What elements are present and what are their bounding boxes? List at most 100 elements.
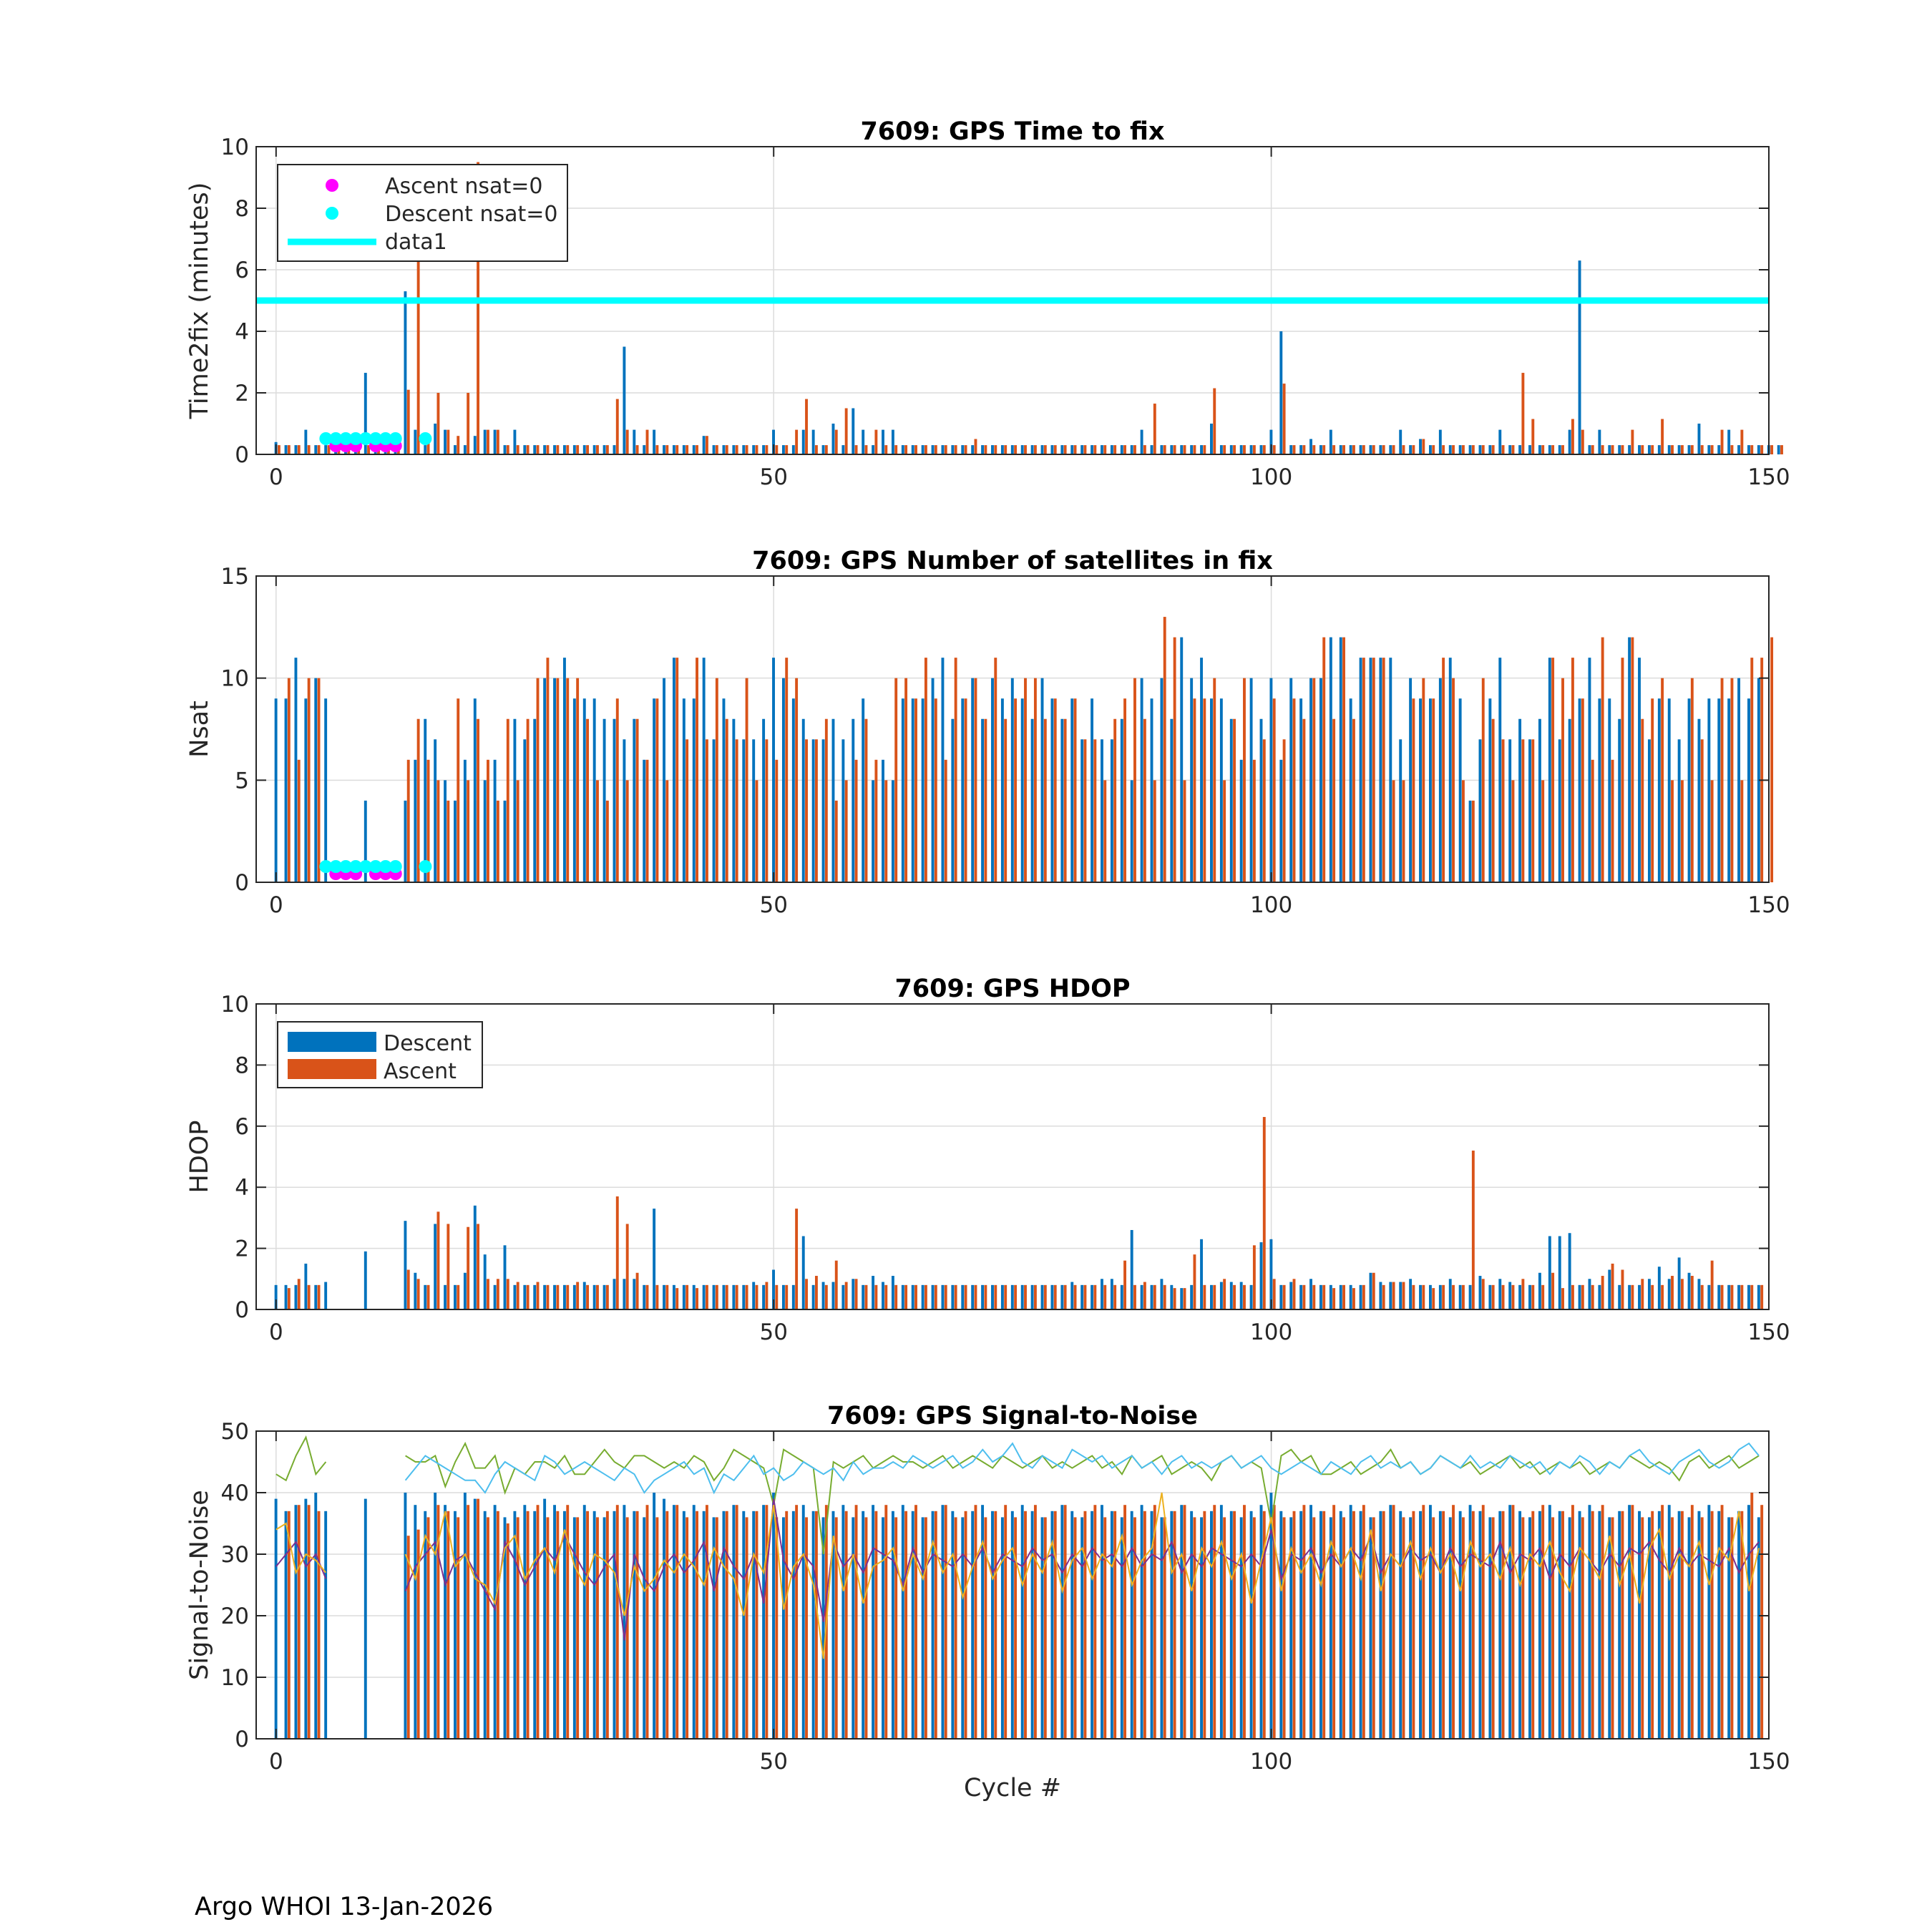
ascent-bar xyxy=(874,759,878,882)
ascent-bar xyxy=(984,445,987,454)
ascent-bar xyxy=(795,1505,799,1739)
ascent-bar xyxy=(1252,759,1256,882)
descent-bar xyxy=(1518,1284,1522,1309)
ascent-bar xyxy=(516,445,519,454)
ascent-bar xyxy=(1491,1517,1495,1739)
descent-bar xyxy=(1359,658,1362,882)
y-tick-label: 4 xyxy=(235,319,249,345)
descent-bar xyxy=(862,698,865,882)
ascent-bar xyxy=(834,1517,838,1739)
descent-bar xyxy=(294,658,298,882)
ascent-bar xyxy=(1043,445,1047,454)
legend-marker-ascent-nsat0 xyxy=(326,179,338,192)
descent-nsat0-marker xyxy=(339,432,353,445)
descent-bar xyxy=(572,1284,576,1309)
ascent-bar xyxy=(755,445,758,454)
descent-bar xyxy=(582,445,586,454)
descent-bar xyxy=(643,445,646,454)
descent-bar xyxy=(1548,445,1551,454)
ascent-bar xyxy=(675,658,679,882)
ascent-bar xyxy=(1491,718,1495,882)
ascent-bar xyxy=(1760,658,1764,882)
ascent-bar xyxy=(1641,718,1644,882)
descent-bar xyxy=(1747,445,1750,454)
descent-bar xyxy=(941,445,945,454)
descent-bar xyxy=(304,1498,308,1739)
descent-bar xyxy=(523,1284,527,1309)
ascent-bar xyxy=(844,780,848,882)
descent-bar xyxy=(1170,1511,1174,1739)
descent-nsat0-marker xyxy=(389,860,402,873)
ascent-bar xyxy=(1651,1284,1654,1309)
descent-bar xyxy=(1140,1505,1143,1739)
descent-bar xyxy=(454,1511,457,1739)
descent-nsat0-marker xyxy=(319,860,333,873)
descent-bar xyxy=(602,1284,606,1309)
y-tick-label: 50 xyxy=(221,1419,249,1445)
ascent-bar xyxy=(904,678,908,882)
ascent-bar xyxy=(1352,1511,1355,1739)
ascent-bar xyxy=(436,780,440,882)
ascent-bar xyxy=(576,1517,580,1739)
descent-bar xyxy=(1428,445,1432,454)
ascent-bar xyxy=(1123,698,1127,882)
ascent-bar xyxy=(944,1284,947,1309)
descent-bar xyxy=(284,698,288,882)
ascent-bar xyxy=(317,678,321,882)
descent-bar xyxy=(831,424,835,454)
ascent-bar xyxy=(1073,445,1077,454)
descent-bar xyxy=(1638,1511,1641,1739)
descent-bar xyxy=(1608,1269,1611,1309)
ascent-bar xyxy=(735,1505,738,1739)
ascent-bar xyxy=(1601,1276,1604,1309)
ascent-bar xyxy=(1611,1517,1614,1739)
ascent-bar xyxy=(944,445,947,454)
descent-bar xyxy=(1020,445,1024,454)
descent-bar xyxy=(1747,1284,1750,1309)
ascent-bar xyxy=(1730,1517,1734,1739)
descent-bar xyxy=(931,445,935,454)
ascent-bar xyxy=(416,1279,420,1309)
ascent-bar xyxy=(984,1284,987,1309)
descent-bar xyxy=(1299,445,1303,454)
descent-bar xyxy=(1697,424,1701,454)
descent-bar xyxy=(633,429,636,454)
descent-bar xyxy=(991,1284,994,1309)
ascent-bar xyxy=(1730,1284,1734,1309)
ascent-bar xyxy=(1511,445,1515,454)
ascent-bar xyxy=(1292,698,1296,882)
x-axis-label: Cycle # xyxy=(964,1774,1061,1802)
x-tick-label: 100 xyxy=(1250,464,1292,490)
ascent-bar xyxy=(1272,1505,1276,1739)
y-tick-label: 6 xyxy=(235,1114,249,1140)
descent-bar xyxy=(891,429,894,454)
ascent-bar xyxy=(1372,1517,1375,1739)
descent-bar xyxy=(1219,445,1223,454)
descent-bar xyxy=(1538,445,1541,454)
ascent-bar xyxy=(1452,1505,1455,1739)
ascent-bar xyxy=(1561,678,1564,882)
ascent-bar xyxy=(1382,1284,1385,1309)
axes-frame xyxy=(255,575,1770,883)
descent-bar xyxy=(1289,1517,1293,1739)
descent-bar xyxy=(1239,1282,1243,1309)
descent-bar xyxy=(1528,445,1531,454)
y-tick-label: 15 xyxy=(221,564,249,590)
ascent-bar xyxy=(1581,429,1584,454)
descent-bar xyxy=(862,429,865,454)
y-axis-label: Nsat xyxy=(185,701,214,758)
descent-bar xyxy=(781,445,785,454)
descent-bar xyxy=(493,759,497,882)
descent-bar xyxy=(1399,1282,1402,1309)
ascent-bar xyxy=(1252,1245,1256,1309)
ascent-bar xyxy=(1750,658,1754,882)
ascent-bar xyxy=(1442,1511,1445,1739)
descent-bar xyxy=(921,1284,924,1309)
ascent-bar xyxy=(615,1196,619,1309)
descent-bar xyxy=(1060,445,1064,454)
descent-bar xyxy=(1110,1279,1113,1309)
ascent-bar xyxy=(526,718,530,882)
ascent-bar xyxy=(1282,384,1286,454)
ascent-bar xyxy=(1332,1505,1336,1739)
ascent-bar xyxy=(406,759,410,882)
